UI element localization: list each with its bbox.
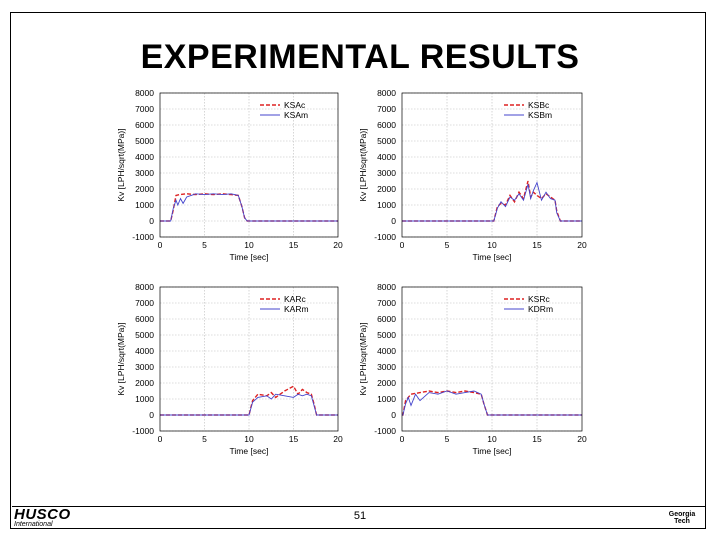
y-tick-label: 3000: [135, 362, 154, 372]
y-axis-label: Kv [LPH/sqrt(MPa)]: [358, 322, 368, 395]
x-tick-label: 15: [289, 434, 299, 444]
y-tick-label: 4000: [377, 152, 396, 162]
legend-label: KSAm: [284, 110, 308, 120]
x-tick-label: 15: [532, 240, 542, 250]
plot-frame: [401, 92, 583, 238]
x-tick-label: 10: [487, 434, 497, 444]
y-tick-label: 5000: [377, 330, 396, 340]
legend-label: KSRc: [528, 294, 550, 304]
y-tick-label: 1000: [135, 394, 154, 404]
chart-panel-2: -1000 0 1000 2000 3000 4000 5000 6000 7000 8000 0 5…: [358, 88, 587, 262]
y-tick-label: 8000: [135, 282, 154, 292]
series-line-KSAm: [160, 193, 338, 222]
legend-label: KSBc: [528, 100, 550, 110]
x-axis-label: Time [sec]: [230, 252, 269, 262]
x-tick-label: 5: [445, 240, 450, 250]
y-tick-label: 2000: [135, 378, 154, 388]
y-tick-label: 7000: [135, 298, 154, 308]
page-number: 51: [353, 510, 367, 522]
series-line-KDRm: [402, 390, 582, 416]
y-tick-label: -1000: [374, 426, 396, 436]
x-tick-label: 20: [577, 434, 587, 444]
x-tick-label: 20: [333, 240, 343, 250]
y-tick-label: 4000: [135, 346, 154, 356]
y-axis-label: Kv [LPH/sqrt(MPa)]: [358, 128, 368, 201]
y-tick-label: 0: [391, 410, 396, 420]
husco-logo-brand: HUSCO: [14, 506, 71, 523]
husco-logo-sub: International: [14, 521, 53, 528]
y-tick-label: 6000: [135, 314, 154, 324]
y-tick-label: 6000: [135, 120, 154, 130]
x-tick-label: 20: [333, 434, 343, 444]
chart-panel-4: -1000 0 1000 2000 3000 4000 5000 6000 7000 8000 0 5…: [358, 282, 587, 456]
y-tick-label: 3000: [135, 168, 154, 178]
legend-label: KARm: [284, 304, 309, 314]
slide-frame: [10, 12, 706, 529]
chart-panel-1: -1000 0 1000 2000 3000 4000 5000 6000 7000 8000 0 5…: [116, 88, 343, 262]
y-tick-label: -1000: [132, 232, 154, 242]
y-tick-label: -1000: [132, 426, 154, 436]
y-tick-label: 0: [149, 410, 154, 420]
x-tick-label: 10: [244, 240, 254, 250]
y-tick-label: 6000: [377, 120, 396, 130]
chart-panel-3: -1000 0 1000 2000 3000 4000 5000 6000 7000 8000 0 5…: [116, 282, 343, 456]
x-tick-label: 0: [158, 240, 163, 250]
series-line-KARm: [160, 393, 338, 416]
legend-label: KSAc: [284, 100, 306, 110]
legend-label: KSBm: [528, 110, 552, 120]
x-tick-label: 20: [577, 240, 587, 250]
y-tick-label: 7000: [377, 298, 396, 308]
x-tick-label: 0: [400, 434, 405, 444]
y-tick-label: 1000: [377, 200, 396, 210]
y-tick-label: 5000: [135, 136, 154, 146]
x-axis-label: Time [sec]: [473, 446, 512, 456]
x-tick-label: 10: [487, 240, 497, 250]
y-tick-label: 1000: [135, 200, 154, 210]
plot-frame: [159, 92, 339, 238]
x-tick-label: 5: [445, 434, 450, 444]
x-tick-label: 15: [532, 434, 542, 444]
plot-frame: [401, 286, 583, 432]
y-tick-label: 8000: [377, 88, 396, 98]
y-tick-label: 4000: [135, 152, 154, 162]
y-tick-label: 0: [391, 216, 396, 226]
y-tick-label: 4000: [377, 346, 396, 356]
y-axis-label: Kv [LPH/sqrt(MPa)]: [116, 128, 126, 201]
legend-label: KDRm: [528, 304, 553, 314]
y-tick-label: 3000: [377, 362, 396, 372]
x-axis-label: Time [sec]: [473, 252, 512, 262]
legend-label: KARc: [284, 294, 306, 304]
y-tick-label: 7000: [135, 104, 154, 114]
husco-logo: HUSCO International: [14, 506, 84, 528]
x-tick-label: 10: [244, 434, 254, 444]
y-tick-label: -1000: [374, 232, 396, 242]
y-tick-label: 8000: [377, 282, 396, 292]
y-tick-label: 7000: [377, 104, 396, 114]
y-tick-label: 1000: [377, 394, 396, 404]
x-axis-label: Time [sec]: [230, 446, 269, 456]
series-line-KSBm: [402, 181, 582, 222]
georgia-tech-logo-line1: Georgia: [668, 511, 696, 518]
y-tick-label: 8000: [135, 88, 154, 98]
x-tick-label: 15: [289, 240, 299, 250]
y-tick-label: 2000: [135, 184, 154, 194]
y-axis-label: Kv [LPH/sqrt(MPa)]: [116, 322, 126, 395]
y-tick-label: 2000: [377, 184, 396, 194]
georgia-tech-logo: Georgia Tech: [662, 511, 702, 525]
x-tick-label: 5: [202, 434, 207, 444]
y-tick-label: 5000: [135, 330, 154, 340]
plot-frame: [159, 286, 339, 432]
x-tick-label: 0: [400, 240, 405, 250]
x-tick-label: 5: [202, 240, 207, 250]
slide-title: EXPERIMENTAL RESULTS: [140, 38, 580, 76]
y-tick-label: 0: [149, 216, 154, 226]
y-tick-label: 2000: [377, 378, 396, 388]
footer-divider: [12, 506, 706, 507]
x-tick-label: 0: [158, 434, 163, 444]
y-tick-label: 3000: [377, 168, 396, 178]
y-tick-label: 5000: [377, 136, 396, 146]
y-tick-label: 6000: [377, 314, 396, 324]
georgia-tech-logo-line2: Tech: [674, 518, 690, 525]
